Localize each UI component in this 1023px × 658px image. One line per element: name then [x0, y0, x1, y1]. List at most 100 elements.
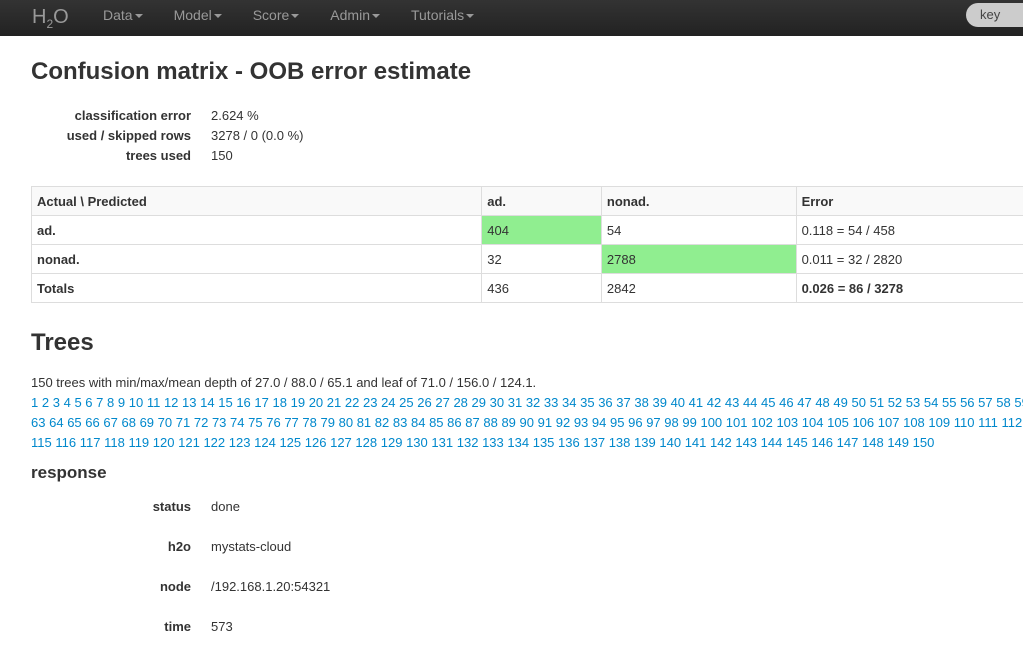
tree-link[interactable]: 2: [41, 395, 50, 410]
tree-link[interactable]: 132: [456, 435, 479, 450]
tree-link[interactable]: 126: [304, 435, 327, 450]
tree-link[interactable]: 146: [811, 435, 834, 450]
tree-link[interactable]: 100: [700, 415, 723, 430]
tree-link[interactable]: 15: [218, 395, 233, 410]
tree-link[interactable]: 83: [392, 415, 408, 430]
tree-link[interactable]: 66: [85, 415, 100, 430]
tree-link[interactable]: 71: [175, 415, 191, 430]
tree-link[interactable]: 3: [52, 395, 60, 410]
tree-link[interactable]: 121: [178, 435, 200, 450]
tree-link[interactable]: 72: [193, 415, 209, 430]
tree-link[interactable]: 102: [751, 415, 773, 430]
tree-link[interactable]: 107: [877, 415, 900, 430]
tree-link[interactable]: 7: [96, 395, 104, 410]
tree-link[interactable]: 149: [887, 435, 910, 450]
tree-link[interactable]: 50: [851, 395, 866, 410]
tree-link[interactable]: 34: [562, 395, 577, 410]
tree-link[interactable]: 38: [634, 395, 649, 410]
tree-link[interactable]: 23: [362, 395, 378, 410]
tree-link[interactable]: 75: [248, 415, 263, 430]
tree-link[interactable]: 4: [63, 395, 71, 410]
nav-menu[interactable]: Model: [174, 0, 222, 30]
tree-link[interactable]: 26: [417, 395, 432, 410]
tree-link[interactable]: 67: [103, 415, 118, 430]
tree-link[interactable]: 142: [710, 435, 732, 450]
tree-link[interactable]: 58: [996, 395, 1011, 410]
tree-link[interactable]: 91: [537, 415, 553, 430]
tree-link[interactable]: 87: [465, 415, 480, 430]
tree-link[interactable]: 68: [121, 415, 136, 430]
tree-link[interactable]: 135: [532, 435, 555, 450]
tree-link[interactable]: 129: [380, 435, 403, 450]
tree-link[interactable]: 74: [230, 415, 245, 430]
tree-link[interactable]: 81: [356, 415, 372, 430]
tree-link[interactable]: 124: [254, 435, 276, 450]
tree-link[interactable]: 106: [852, 415, 875, 430]
tree-link[interactable]: 43: [724, 395, 740, 410]
tree-link[interactable]: 77: [284, 415, 299, 430]
tree-link[interactable]: 125: [279, 435, 302, 450]
tree-link[interactable]: 115: [31, 435, 52, 450]
tree-link[interactable]: 111: [978, 415, 998, 430]
tree-link[interactable]: 37: [616, 395, 631, 410]
tree-link[interactable]: 80: [338, 415, 354, 430]
tree-link[interactable]: 118: [104, 435, 125, 450]
tree-link[interactable]: 19: [290, 395, 306, 410]
tree-link[interactable]: 59: [1014, 395, 1023, 410]
tree-link[interactable]: 116: [55, 435, 77, 450]
tree-link[interactable]: 112: [1001, 415, 1023, 430]
tree-link[interactable]: 82: [374, 415, 390, 430]
tree-link[interactable]: 65: [67, 415, 82, 430]
tree-link[interactable]: 70: [157, 415, 173, 430]
tree-link[interactable]: 110: [953, 415, 975, 430]
tree-link[interactable]: 101: [725, 415, 748, 430]
tree-link[interactable]: 25: [399, 395, 414, 410]
tree-link[interactable]: 141: [684, 435, 707, 450]
tree-link[interactable]: 73: [211, 415, 227, 430]
tree-link[interactable]: 39: [652, 395, 667, 410]
nav-menu[interactable]: Tutorials: [411, 0, 474, 30]
tree-link[interactable]: 144: [760, 435, 783, 450]
tree-link[interactable]: 46: [779, 395, 794, 410]
tree-link[interactable]: 86: [447, 415, 462, 430]
tree-link[interactable]: 119: [128, 435, 150, 450]
tree-link[interactable]: 123: [228, 435, 251, 450]
tree-link[interactable]: 79: [320, 415, 335, 430]
tree-link[interactable]: 1: [31, 395, 39, 410]
tree-link[interactable]: 96: [628, 415, 643, 430]
tree-link[interactable]: 33: [543, 395, 559, 410]
tree-link[interactable]: 99: [682, 415, 697, 430]
tree-link[interactable]: 6: [85, 395, 93, 410]
tree-link[interactable]: 131: [431, 435, 454, 450]
tree-link[interactable]: 127: [330, 435, 352, 450]
tree-link[interactable]: 130: [406, 435, 428, 450]
tree-link[interactable]: 36: [598, 395, 613, 410]
tree-link[interactable]: 17: [254, 395, 269, 410]
tree-link[interactable]: 109: [928, 415, 951, 430]
tree-link[interactable]: 27: [435, 395, 450, 410]
tree-link[interactable]: 11: [146, 395, 161, 410]
tree-link[interactable]: 32: [525, 395, 541, 410]
tree-link[interactable]: 92: [555, 415, 571, 430]
tree-link[interactable]: 16: [236, 395, 251, 410]
tree-link[interactable]: 53: [905, 395, 921, 410]
tree-link[interactable]: 94: [591, 415, 607, 430]
tree-link[interactable]: 51: [869, 395, 885, 410]
tree-link[interactable]: 138: [608, 435, 631, 450]
tree-link[interactable]: 90: [519, 415, 534, 430]
tree-link[interactable]: 134: [507, 435, 530, 450]
tree-link[interactable]: 40: [670, 395, 686, 410]
tree-link[interactable]: 41: [688, 395, 704, 410]
tree-link[interactable]: 85: [429, 415, 444, 430]
brand[interactable]: H2O: [32, 6, 69, 31]
tree-link[interactable]: 20: [308, 395, 324, 410]
tree-link[interactable]: 42: [706, 395, 722, 410]
tree-link[interactable]: 143: [735, 435, 758, 450]
tree-link[interactable]: 98: [664, 415, 679, 430]
tree-link[interactable]: 18: [272, 395, 287, 410]
tree-link[interactable]: 120: [152, 435, 175, 450]
tree-link[interactable]: 14: [200, 395, 215, 410]
tree-link[interactable]: 35: [580, 395, 595, 410]
tree-link[interactable]: 140: [659, 435, 682, 450]
tree-link[interactable]: 55: [941, 395, 957, 410]
